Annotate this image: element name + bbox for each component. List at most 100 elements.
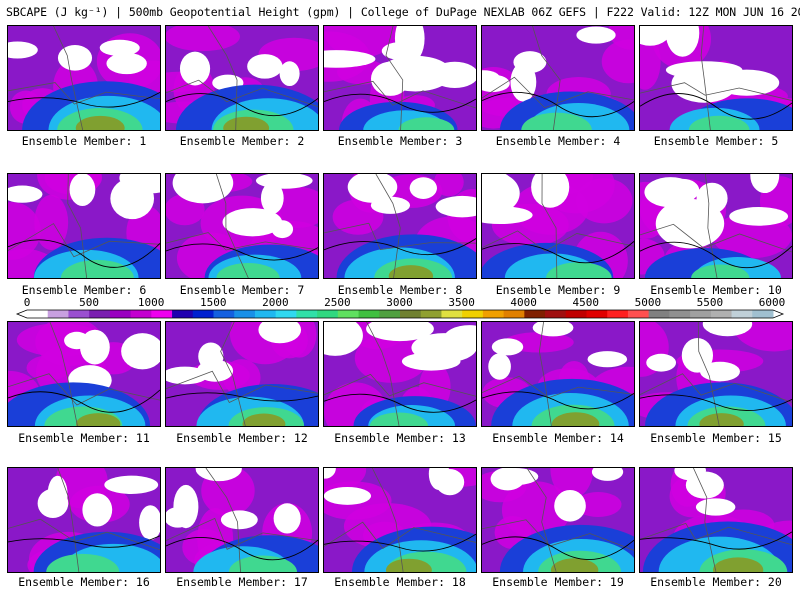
colorbar-tick-label: 4000 xyxy=(510,296,537,309)
colorbar-segment xyxy=(89,310,111,318)
cape-peak-region xyxy=(551,412,600,426)
cape-field-map xyxy=(324,468,476,572)
no-cape-region xyxy=(324,487,372,505)
colorbar-segment xyxy=(379,310,401,318)
colorbar-svg xyxy=(15,309,785,319)
ensemble-member-label: Ensemble Member: 7 xyxy=(179,283,305,297)
no-cape-region xyxy=(695,498,736,516)
colorbar-segment xyxy=(731,310,753,318)
cape-blob xyxy=(354,333,428,383)
colorbar-segment xyxy=(420,310,442,318)
cape-peak-region xyxy=(242,413,286,426)
colorbar-segment xyxy=(47,310,69,318)
border-line xyxy=(8,223,160,258)
no-cape-region xyxy=(347,174,398,203)
height-contour xyxy=(166,537,318,561)
cape-field-map xyxy=(482,322,634,426)
ensemble-panel xyxy=(323,173,477,279)
colorbar-segment xyxy=(275,310,297,318)
ensemble-panel xyxy=(639,467,793,573)
height-contour xyxy=(324,393,476,413)
colorbar-segment xyxy=(710,310,733,318)
border-line xyxy=(526,468,557,572)
ensemble-panel xyxy=(323,467,477,573)
cape-field-map xyxy=(8,468,160,572)
border-line xyxy=(324,373,476,397)
height-contour xyxy=(166,93,318,117)
no-cape-region xyxy=(198,342,224,371)
ensemble-member-label: Ensemble Member: 11 xyxy=(18,431,150,445)
no-cape-region xyxy=(491,338,524,356)
no-cape-region xyxy=(220,510,258,530)
cape-blob xyxy=(501,481,571,539)
colorbar-tick-label: 6000 xyxy=(758,296,786,309)
border-line xyxy=(324,521,476,550)
no-cape-region xyxy=(490,468,525,491)
cape-high-region xyxy=(688,115,750,130)
border-line xyxy=(640,223,792,253)
cape-peak-region xyxy=(388,265,434,278)
colorbar-tick-label: 500 xyxy=(79,296,100,309)
no-cape-region xyxy=(411,333,476,363)
colorbar-tick-label: 1000 xyxy=(137,296,165,309)
no-cape-region xyxy=(324,468,336,479)
no-cape-region xyxy=(646,353,677,372)
no-cape-region xyxy=(674,468,706,481)
ensemble-panel xyxy=(639,321,793,427)
ensemble-panel xyxy=(323,25,477,131)
cape-blob xyxy=(166,26,240,52)
border-line xyxy=(166,232,318,251)
border-line xyxy=(482,519,634,551)
height-contour xyxy=(8,239,160,268)
no-cape-region xyxy=(273,503,301,534)
no-cape-region xyxy=(172,174,234,204)
height-contour xyxy=(324,533,476,552)
colorbar-segment xyxy=(151,310,173,318)
cape-field-map xyxy=(166,322,318,426)
colorbar-tick-label: 0 xyxy=(23,296,31,309)
colorbar-segment xyxy=(254,310,277,318)
no-cape-region xyxy=(591,468,624,481)
border-line xyxy=(324,80,476,109)
colorbar-segment xyxy=(690,310,712,318)
no-cape-region xyxy=(435,195,476,218)
ensemble-member-label: Ensemble Member: 18 xyxy=(334,575,466,589)
cape-field-map xyxy=(166,174,318,278)
cape-peak-region xyxy=(385,558,432,572)
cape-field-map xyxy=(640,174,792,278)
border-line xyxy=(704,174,718,278)
no-cape-region xyxy=(587,351,628,368)
cape-blob xyxy=(332,199,384,235)
border-line xyxy=(57,468,80,572)
border-line xyxy=(53,26,84,130)
ensemble-panel xyxy=(7,321,161,427)
ensemble-member-label: Ensemble Member: 10 xyxy=(650,283,782,297)
colorbar-tick-label: 2000 xyxy=(262,296,289,309)
ensemble-panel xyxy=(165,321,319,427)
ensemble-panel xyxy=(165,173,319,279)
cape-blob xyxy=(574,492,622,517)
cape-high-region xyxy=(369,412,429,426)
colorbar-tick-label: 3000 xyxy=(386,296,413,309)
colorbar-segment xyxy=(337,310,360,318)
height-contour xyxy=(482,241,634,264)
border-line xyxy=(371,468,404,572)
border-line xyxy=(640,522,792,546)
border-line xyxy=(166,79,318,108)
colorbar-segment xyxy=(358,310,380,318)
cape-high-region xyxy=(46,553,120,572)
ensemble-member-label: Ensemble Member: 9 xyxy=(495,283,621,297)
border-line xyxy=(640,373,792,403)
colorbar-segment xyxy=(669,310,691,318)
colorbar-tick-label: 4500 xyxy=(572,296,600,309)
no-cape-region xyxy=(699,361,740,382)
no-cape-region xyxy=(57,45,93,71)
ensemble-member-label: Ensemble Member: 16 xyxy=(18,575,150,589)
no-cape-region xyxy=(104,475,159,494)
no-cape-region xyxy=(121,333,160,370)
cape-peak-region xyxy=(223,116,270,130)
no-cape-region xyxy=(179,51,211,86)
cape-field-map xyxy=(166,26,318,130)
no-cape-region xyxy=(195,468,242,482)
ensemble-panel xyxy=(7,173,161,279)
